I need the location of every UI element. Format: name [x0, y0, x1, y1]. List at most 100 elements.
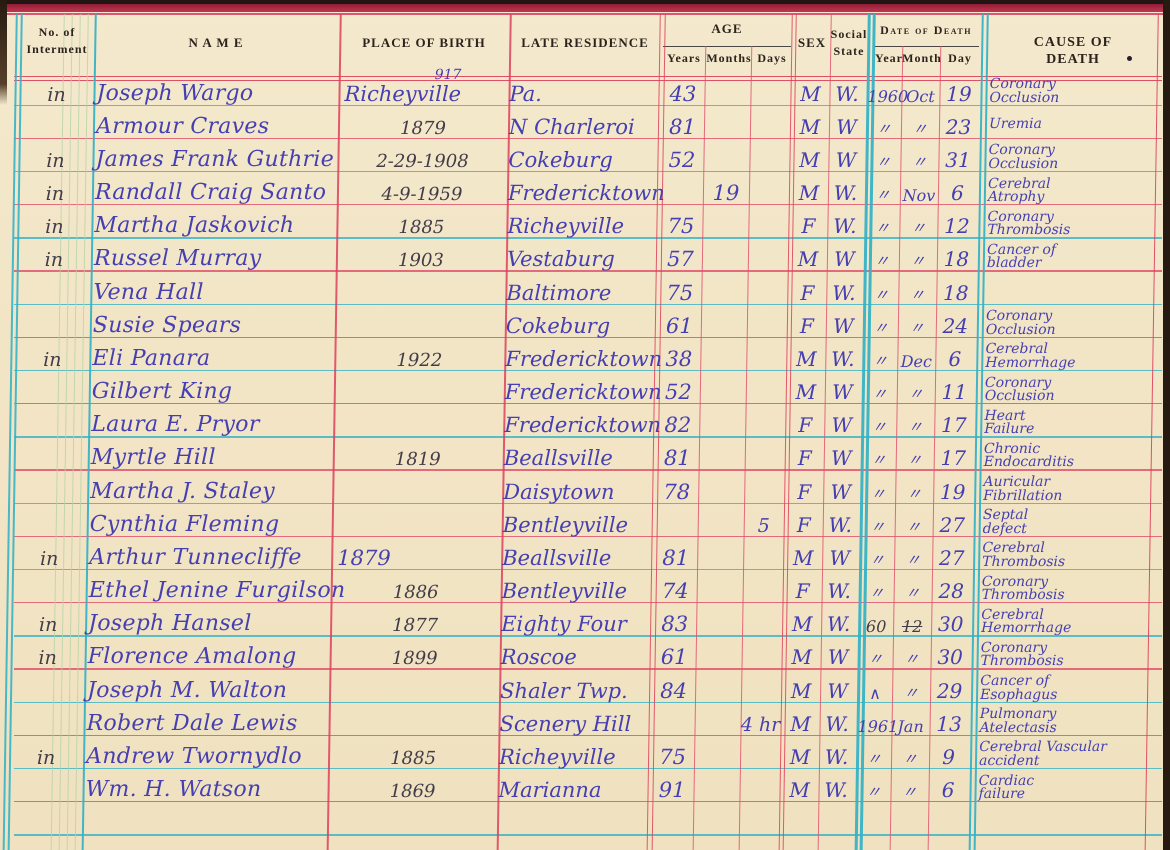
cell-dyear: 〃 — [871, 418, 887, 437]
cell-social: W. — [830, 346, 855, 371]
cell-dmonth: 〃 — [912, 119, 928, 138]
cell-dmonth: 〃 — [909, 318, 925, 337]
cell-residence: Richeyville — [507, 214, 625, 239]
cell-name: Martha Jaskovich — [94, 213, 295, 239]
cell-social: W. — [824, 744, 849, 769]
col-header-dod-month: Month — [902, 51, 942, 65]
ledger-row: Vena Hall Baltimore 75 F W. 〃〃 18 — [0, 273, 1166, 307]
cell-residence: N Charleroi — [508, 114, 635, 139]
ledger-row: 1886 Ethel Jenine Furgilson Bentleyville 74… — [0, 571, 1161, 605]
ledger-row: 1903 in Russel Murray Vestaburg 57 M W 〃 〃 18 Canc… — [0, 239, 1166, 273]
cell-dday: 9 — [942, 744, 956, 769]
cell-social: W — [833, 247, 855, 272]
rule-horizontal — [14, 336, 1162, 338]
cell-sex: M — [789, 778, 811, 803]
cell-sex: M — [792, 545, 814, 570]
rule-horizontal — [663, 45, 791, 47]
cell-name: Eli Panara — [92, 345, 211, 371]
cell-cause: Cerebral Atrophy — [987, 175, 1051, 206]
cell-cause: Cardiac failure — [978, 772, 1035, 803]
cell-years: 78 — [663, 479, 691, 504]
cell-sex: M — [790, 711, 812, 736]
cell-mark: in — [39, 547, 59, 570]
cell-social: W. — [825, 711, 850, 736]
rule-horizontal — [14, 469, 1162, 471]
rule-horizontal — [14, 602, 1162, 604]
cell-social: W. — [833, 181, 858, 205]
cell-dday: 19 — [939, 479, 966, 504]
cell-social: W. — [833, 214, 857, 239]
rule-horizontal — [14, 270, 1162, 272]
cell-name: Joseph Hansel — [88, 611, 252, 637]
col-header-cause-of-death: CAUSE OF DEATH — [1033, 35, 1113, 67]
cell-name: Susie Spears — [92, 312, 242, 338]
cell-mark: in — [44, 249, 64, 272]
cell-social: W. — [824, 778, 848, 803]
cell-place-of-birth: 1879 — [399, 117, 447, 139]
cell-dday: 11 — [941, 380, 968, 405]
cell-dmonth: 〃 — [906, 517, 922, 536]
cell-residence: Eighty Four — [501, 612, 628, 637]
ledger-row: 1877 in Joseph Hansel Eighty Four 83 M W. 60 12 3… — [0, 604, 1161, 638]
cell-sex: M — [791, 612, 813, 637]
cell-name: Gilbert King — [91, 379, 233, 405]
cell-years: 43 — [669, 81, 697, 106]
cell-social: W — [835, 147, 857, 172]
cell-sex: F — [800, 280, 815, 305]
cell-mark: in — [36, 746, 56, 769]
col-header-late-residence: LATE RESIDENCE — [521, 35, 649, 50]
cell-sex: F — [801, 214, 816, 239]
cell-years: 84 — [660, 678, 688, 703]
rule-horizontal — [874, 45, 979, 47]
ledger-row: 1922 in Eli Panara Fredericktown 38 M W. 〃 Dec 6 C… — [0, 339, 1165, 373]
cell-name: Martha J. Staley — [90, 478, 276, 504]
cell-dyear: 1961 — [857, 716, 899, 736]
cell-days: 5 — [757, 514, 770, 537]
cell-years: 52 — [668, 147, 696, 172]
rule-horizontal — [14, 237, 1162, 239]
cell-cause: Cerebral Thrombosis — [982, 540, 1066, 570]
cell-dday: 28 — [938, 579, 965, 604]
cell-dday: 13 — [936, 711, 963, 736]
cell-dyear: 〃 — [873, 318, 889, 337]
cell-sex: F — [798, 413, 813, 438]
cell-dday: 30 — [937, 645, 964, 670]
col-header-dod-group: Date of Death — [880, 23, 972, 37]
cell-dyear: 〃 — [869, 550, 885, 569]
cell-sex: F — [797, 479, 812, 504]
cell-dyear: 〃 — [865, 783, 882, 802]
cell-dmonth: 〃 — [910, 252, 926, 271]
cell-dday: 18 — [943, 247, 970, 272]
cell-name: Russel Murray — [93, 246, 262, 272]
cell-sex: M — [799, 147, 820, 172]
col-header-age-days: Days — [757, 51, 787, 65]
cell-place-of-birth: 1879 — [337, 545, 391, 570]
cell-dyear: 〃 — [866, 749, 882, 768]
cell-sex: M — [797, 247, 819, 272]
cell-dyear: ∧ — [869, 683, 882, 703]
cell-dmonth: 〃 — [909, 285, 926, 304]
cell-dmonth: Oct — [906, 86, 935, 106]
cell-sex: M — [795, 380, 817, 405]
ledger-row: 1869 Wm. H. Watson Marianna 91 M W. 〃〃 6 Cardiac… — [0, 770, 1158, 804]
col-header-place-of-birth: PLACE OF BIRTH — [362, 35, 486, 50]
cell-cause: Cerebral Hemorrhage — [985, 341, 1076, 371]
cell-residence: Daisytown — [503, 479, 615, 504]
cell-place-of-birth: 4-9-1959 — [381, 184, 463, 205]
col-header-social-state: Social State — [830, 27, 868, 58]
rule-horizontal — [14, 502, 1162, 505]
cell-years: 75 — [666, 280, 694, 305]
cell-dmonth: Jan — [897, 716, 924, 736]
rule-horizontal — [14, 75, 1162, 78]
cell-dmonth: 〃 — [906, 484, 922, 503]
cell-dyear: 〃 — [875, 186, 891, 204]
cell-sex: F — [795, 579, 810, 604]
top-binding-band — [0, 4, 1170, 12]
cell-social: W — [827, 645, 849, 670]
cell-cause: Coronary Occlusion — [985, 308, 1056, 338]
cell-dmonth: 〃 — [907, 418, 923, 437]
cell-dday: 27 — [939, 512, 966, 537]
cell-residence: Vestaburg — [506, 247, 615, 272]
cell-social: W. — [827, 579, 852, 604]
cell-years: 61 — [660, 645, 688, 670]
